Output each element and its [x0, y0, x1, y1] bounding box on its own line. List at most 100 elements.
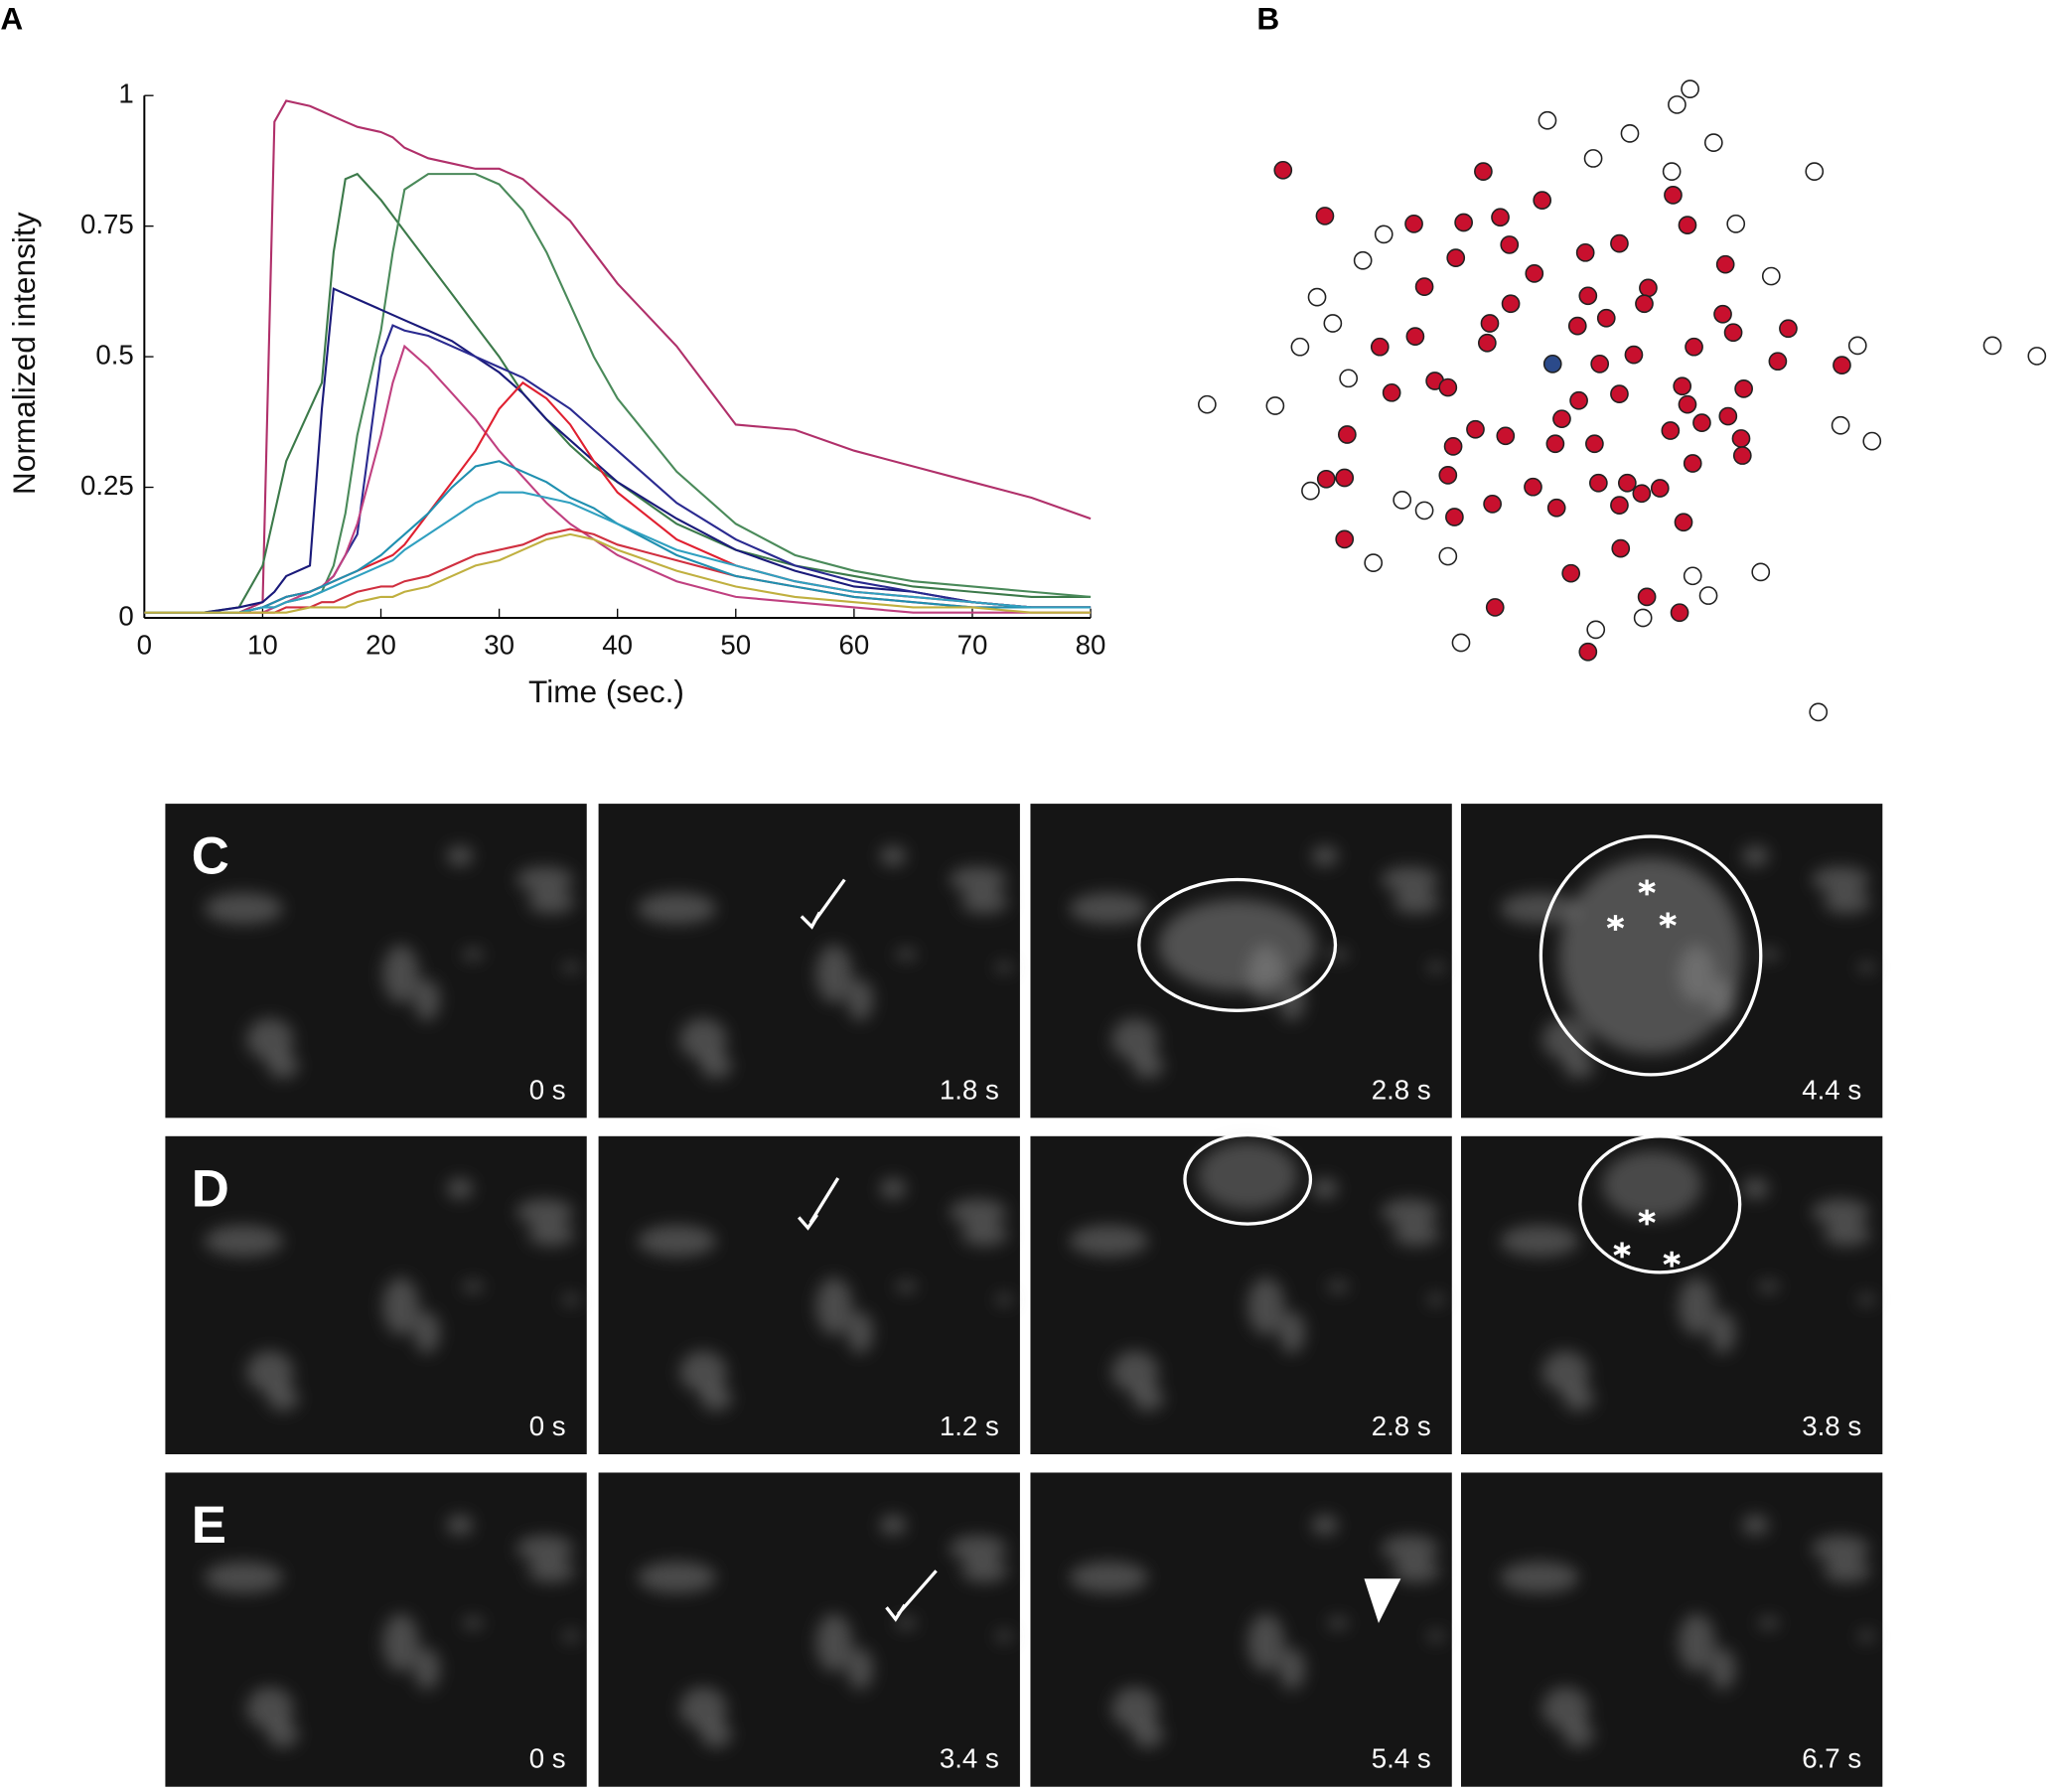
point [1524, 477, 1542, 497]
point [1779, 319, 1798, 339]
texture-blob [879, 1514, 907, 1536]
time-label: 0 s [529, 1743, 566, 1774]
point [1674, 513, 1693, 532]
texture-blob [1111, 1687, 1159, 1729]
point [1382, 382, 1401, 402]
point [1578, 286, 1598, 306]
texture-blob [1381, 1199, 1439, 1226]
texture-blob [563, 1630, 579, 1642]
point [1596, 308, 1616, 328]
texture-blob [382, 1277, 420, 1336]
point [1590, 354, 1610, 373]
point [1698, 586, 1718, 605]
point [1734, 379, 1753, 398]
image-texture [1500, 845, 1875, 1079]
texture-blob [515, 1199, 574, 1226]
texture-blob [382, 1613, 420, 1672]
circle [1578, 1134, 1742, 1274]
time-label: 6.7 s [1802, 1743, 1861, 1774]
texture-blob [1678, 1613, 1715, 1672]
glow [1158, 899, 1316, 991]
time-label: 2.8 s [1372, 1411, 1431, 1441]
texture-blob [815, 1277, 853, 1336]
texture-blob [204, 1562, 284, 1593]
y-tick-label: 0.25 [80, 470, 134, 501]
texture-blob [815, 1613, 853, 1672]
texture-blob [1428, 1294, 1444, 1305]
time-label: 0 s [529, 1411, 566, 1441]
point [1617, 473, 1637, 493]
texture-blob [638, 1225, 717, 1258]
texture-blob [515, 866, 574, 893]
point [1533, 191, 1552, 210]
image-frame [165, 1472, 587, 1787]
image-texture [204, 1514, 579, 1748]
texture-blob [960, 890, 1009, 914]
point [1586, 620, 1606, 640]
texture-blob [413, 1648, 441, 1691]
glow [1602, 1150, 1702, 1219]
point [1451, 633, 1471, 653]
texture-blob [679, 1018, 727, 1061]
texture-blob [1709, 1311, 1736, 1354]
texture-blob [462, 1281, 484, 1292]
arrow [797, 1177, 840, 1231]
texture-blob [1311, 1514, 1339, 1536]
texture-blob [1428, 962, 1444, 973]
point [1611, 538, 1631, 558]
point [1692, 413, 1711, 432]
texture-blob [1069, 1562, 1149, 1593]
texture-blob [1311, 1177, 1339, 1200]
texture-blob [1500, 1225, 1579, 1258]
y-tick-label: 0 [118, 600, 133, 631]
point [1678, 216, 1697, 235]
x-tick-label: 60 [839, 629, 870, 660]
point [1833, 356, 1851, 375]
point [1290, 337, 1310, 357]
x-tick-label: 30 [484, 629, 514, 660]
point [1483, 494, 1502, 514]
point [1364, 553, 1384, 572]
texture-blob [638, 1562, 717, 1593]
texture-blob [700, 1720, 733, 1748]
texture-blob [949, 1535, 1007, 1563]
texture-blob [895, 1617, 917, 1629]
texture-blob [1562, 1052, 1595, 1079]
point [1585, 434, 1604, 454]
series-line [144, 324, 1092, 614]
texture-blob [815, 945, 853, 1003]
point [1761, 266, 1781, 286]
point [1316, 469, 1336, 489]
texture-blob [1824, 1222, 1871, 1247]
time-label: 0 s [529, 1074, 566, 1105]
point [1732, 446, 1752, 465]
point [1809, 702, 1829, 722]
texture-blob [1562, 1720, 1595, 1748]
texture-blob [700, 1052, 733, 1079]
point [1578, 642, 1598, 662]
point [1610, 384, 1629, 403]
point [1726, 214, 1746, 233]
point [1485, 598, 1505, 617]
point [1632, 484, 1652, 504]
texture-blob [1381, 1535, 1439, 1563]
point [1370, 337, 1390, 357]
texture-blob [1742, 1177, 1769, 1200]
texture-blob [1132, 1052, 1164, 1079]
image-frame [1030, 1472, 1452, 1787]
texture-blob [1247, 1277, 1285, 1336]
texture-blob [996, 962, 1013, 973]
series-line [144, 173, 1092, 614]
point [1610, 496, 1629, 516]
asterisks [1606, 879, 1677, 931]
texture-blob [1500, 892, 1579, 925]
series-line [144, 344, 1092, 614]
time-label: 3.4 s [940, 1743, 999, 1774]
texture-blob [895, 949, 917, 960]
point [1683, 454, 1702, 473]
y-axis-label: Normalized intensity [6, 212, 42, 495]
texture-blob [996, 1294, 1013, 1305]
texture-blob [949, 1199, 1007, 1226]
texture-blob [563, 962, 579, 973]
